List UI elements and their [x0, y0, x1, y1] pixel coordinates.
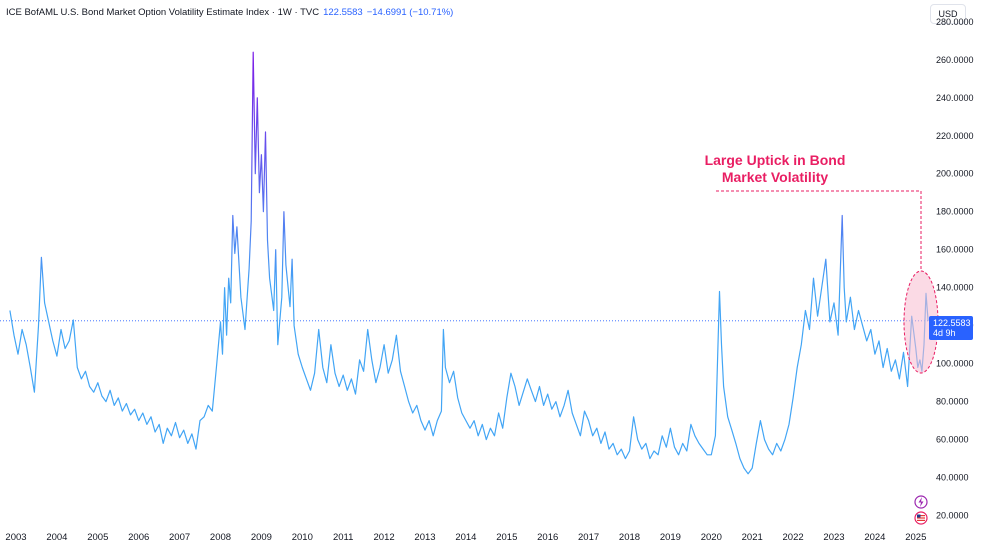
y-tick-label: 220.0000 [936, 131, 974, 141]
y-tick-label: 180.0000 [936, 207, 974, 217]
currency-button[interactable]: USD [930, 4, 966, 24]
y-axis: 20.000040.000060.000080.0000100.0000120.… [936, 17, 974, 521]
x-tick-label: 2015 [496, 532, 517, 543]
y-tick-label: 60.0000 [936, 435, 969, 445]
us-flag-icon[interactable] [914, 511, 928, 525]
x-tick-label: 2023 [823, 532, 844, 543]
y-tick-label: 20.0000 [936, 511, 969, 521]
x-tick-label: 2009 [251, 532, 272, 543]
annotation-line-2: Market Volatility [722, 169, 829, 185]
x-tick-label: 2006 [128, 532, 149, 543]
legend-value: 122.5583 [323, 7, 363, 18]
x-tick-label: 2014 [455, 532, 476, 543]
y-tick-label: 160.0000 [936, 245, 974, 255]
legend-change: −14.6991 (−10.71%) [366, 7, 454, 18]
x-tick-label: 2008 [210, 532, 231, 543]
chart-legend: ICE BofAML U.S. Bond Market Option Volat… [6, 7, 453, 18]
legend-title: ICE BofAML U.S. Bond Market Option Volat… [6, 7, 320, 18]
x-tick-label: 2022 [783, 532, 804, 543]
price-badge-countdown: 4d 9h [933, 328, 956, 338]
y-tick-label: 140.0000 [936, 283, 974, 293]
x-axis: 2003 2004 2005 2006 2007 2008 2009 2010 2011 2012… [5, 532, 926, 543]
lightning-icon[interactable] [914, 495, 928, 509]
x-tick-label: 2020 [701, 532, 722, 543]
price-badge-value: 122.5583 [933, 318, 971, 328]
x-tick-label: 2005 [87, 532, 108, 543]
y-tick-label: 40.0000 [936, 473, 969, 483]
y-tick-label: 80.0000 [936, 397, 969, 407]
x-tick-label: 2012 [374, 532, 395, 543]
series-line [9, 51, 929, 475]
y-tick-label: 200.0000 [936, 169, 974, 179]
y-tick-label: 260.0000 [936, 55, 974, 65]
x-tick-label: 2017 [578, 532, 599, 543]
x-tick-label: 2007 [169, 532, 190, 543]
y-tick-label: 100.0000 [936, 359, 974, 369]
x-tick-label: 2003 [5, 532, 26, 543]
x-tick-label: 2011 [333, 532, 353, 543]
x-tick-label: 2024 [864, 532, 885, 543]
y-tick-label: 240.0000 [936, 93, 974, 103]
x-tick-label: 2019 [660, 532, 681, 543]
x-tick-label: 2021 [742, 532, 763, 543]
x-tick-label: 2018 [619, 532, 640, 543]
x-tick-label: 2010 [292, 532, 313, 543]
x-tick-label: 2004 [46, 532, 67, 543]
x-tick-label: 2025 [905, 532, 926, 543]
annotation-line-1: Large Uptick in Bond [705, 152, 846, 168]
y-tick-label: 280.0000 [936, 17, 974, 27]
price-badge: 122.5583 4d 9h [929, 316, 973, 340]
annotation-connector [716, 190, 922, 271]
x-tick-label: 2013 [414, 532, 435, 543]
x-tick-label: 2016 [537, 532, 558, 543]
